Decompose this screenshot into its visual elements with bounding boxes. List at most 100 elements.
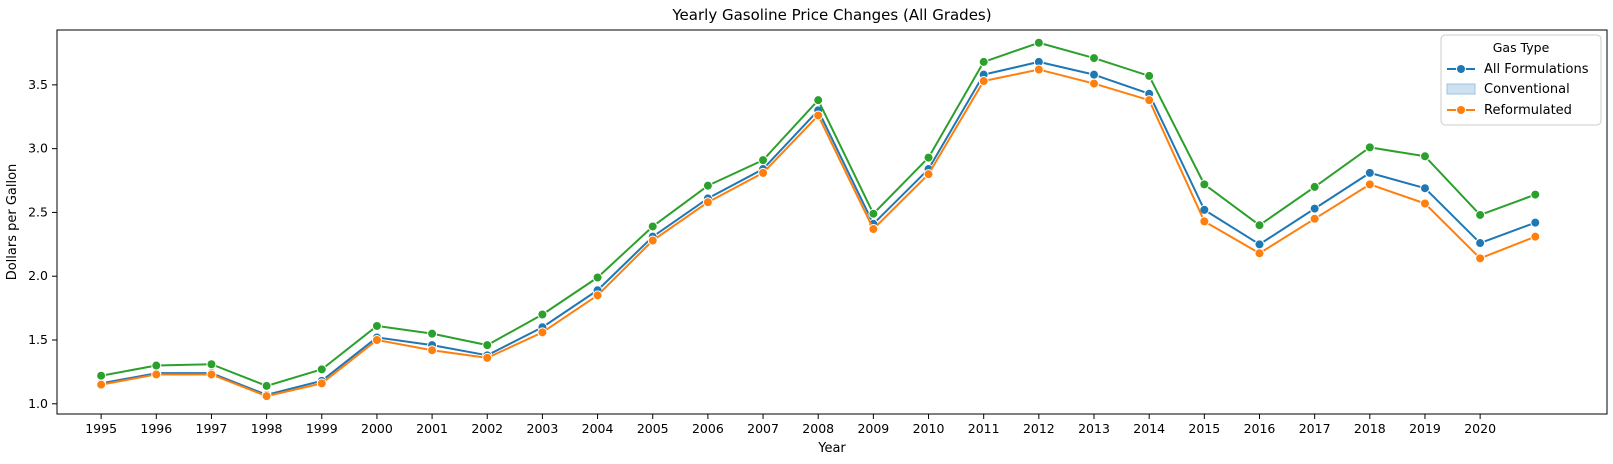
legend-label: All Formulations [1484, 62, 1589, 77]
x-tick-label: 2013 [1078, 421, 1110, 436]
y-axis: 1.0 1.5 2.0 2.5 3.0 3.5 [28, 77, 57, 411]
data-point [1309, 181, 1320, 192]
x-tick-label: 2012 [1023, 421, 1055, 436]
x-tick-label: 2002 [471, 421, 503, 436]
data-point [96, 379, 107, 390]
data-point [647, 235, 658, 246]
legend: Gas Type All Formulations Conventional R… [1440, 34, 1602, 126]
data-point [1530, 217, 1541, 228]
data-point [1089, 69, 1100, 80]
data-point [1530, 189, 1541, 200]
x-tick-label: 2016 [1244, 421, 1276, 436]
x-tick-label: 1998 [251, 421, 283, 436]
data-point [482, 340, 493, 351]
y-axis-label: Dollars per Gallon [5, 164, 20, 281]
y-tick-label: 2.0 [28, 268, 48, 283]
data-point [1254, 220, 1265, 231]
data-point [1309, 203, 1320, 214]
data-point [316, 378, 327, 389]
data-point [1419, 198, 1430, 209]
data-point [1309, 213, 1320, 224]
data-point [1254, 248, 1265, 259]
data-point [702, 197, 713, 208]
x-axis-label: Year [817, 441, 846, 456]
data-point [1144, 95, 1155, 106]
data-point [758, 167, 769, 178]
data-point [813, 95, 824, 106]
data-point [592, 272, 603, 283]
data-point [96, 370, 107, 381]
x-tick-label: 2020 [1464, 421, 1496, 436]
y-tick-label: 3.0 [28, 141, 48, 156]
legend-marker-dot [1456, 64, 1466, 74]
y-tick-label: 2.5 [28, 204, 48, 219]
data-point [1530, 231, 1541, 242]
series-layer [96, 37, 1541, 402]
x-tick-label: 2017 [1299, 421, 1331, 436]
data-point [1364, 179, 1375, 190]
data-point [151, 369, 162, 380]
legend-label: Reformulated [1484, 103, 1572, 118]
data-point [371, 335, 382, 346]
data-point [1144, 70, 1155, 81]
data-point [537, 309, 548, 320]
x-tick-label: 2001 [416, 421, 448, 436]
x-tick-label: 2010 [913, 421, 945, 436]
x-tick-label: 2000 [361, 421, 393, 436]
data-point [1254, 239, 1265, 250]
data-point [261, 380, 272, 391]
legend-frame [1440, 34, 1602, 126]
x-tick-label: 2007 [747, 421, 779, 436]
legend-item-reformulated: Reformulated [1447, 103, 1572, 118]
y-tick-label: 3.5 [28, 77, 48, 92]
data-point [978, 76, 989, 87]
x-tick-label: 2009 [857, 421, 889, 436]
data-point [647, 221, 658, 232]
legend-label: Conventional [1484, 82, 1570, 97]
data-point [1199, 216, 1210, 227]
data-point [427, 328, 438, 339]
data-point [1199, 179, 1210, 190]
data-point [206, 359, 217, 370]
data-point [1033, 64, 1044, 75]
x-tick-label: 2014 [1133, 421, 1165, 436]
x-tick-label: 1999 [306, 421, 338, 436]
y-tick-label: 1.5 [28, 332, 48, 347]
data-point [427, 345, 438, 356]
legend-item-all-formulations: All Formulations [1447, 62, 1589, 77]
x-tick-label: 2004 [582, 421, 614, 436]
data-point [592, 290, 603, 301]
data-point [151, 360, 162, 371]
legend-item-conventional: Conventional [1446, 82, 1570, 97]
x-axis: 1995 1996 1997 1998 1999 2000 2001 2002 2003 2004… [85, 414, 1496, 436]
data-point [371, 320, 382, 331]
data-point [1364, 167, 1375, 178]
x-tick-label: 1995 [85, 421, 117, 436]
plot-area [56, 29, 1608, 415]
data-point [702, 180, 713, 191]
x-tick-label: 1997 [196, 421, 228, 436]
x-tick-label: 2015 [1188, 421, 1220, 436]
x-tick-label: 2008 [802, 421, 834, 436]
x-tick-label: 1996 [140, 421, 172, 436]
data-point [1089, 53, 1100, 64]
data-point [1475, 209, 1486, 220]
data-point [482, 352, 493, 363]
data-point [206, 369, 217, 380]
data-point [758, 155, 769, 166]
x-tick-label: 2018 [1354, 421, 1386, 436]
data-point [1475, 253, 1486, 264]
legend-marker-dot [1456, 105, 1466, 115]
data-point [1419, 183, 1430, 194]
data-point [537, 327, 548, 338]
chart-title: Yearly Gasoline Price Changes (All Grade… [671, 6, 991, 24]
data-point [978, 56, 989, 67]
series-unnamed-1 [96, 37, 1541, 391]
data-point [868, 224, 879, 235]
data-point [868, 208, 879, 219]
data-point [813, 110, 824, 121]
series-reformulated [96, 64, 1541, 402]
legend-patch [1446, 83, 1476, 95]
x-tick-label: 2019 [1409, 421, 1441, 436]
